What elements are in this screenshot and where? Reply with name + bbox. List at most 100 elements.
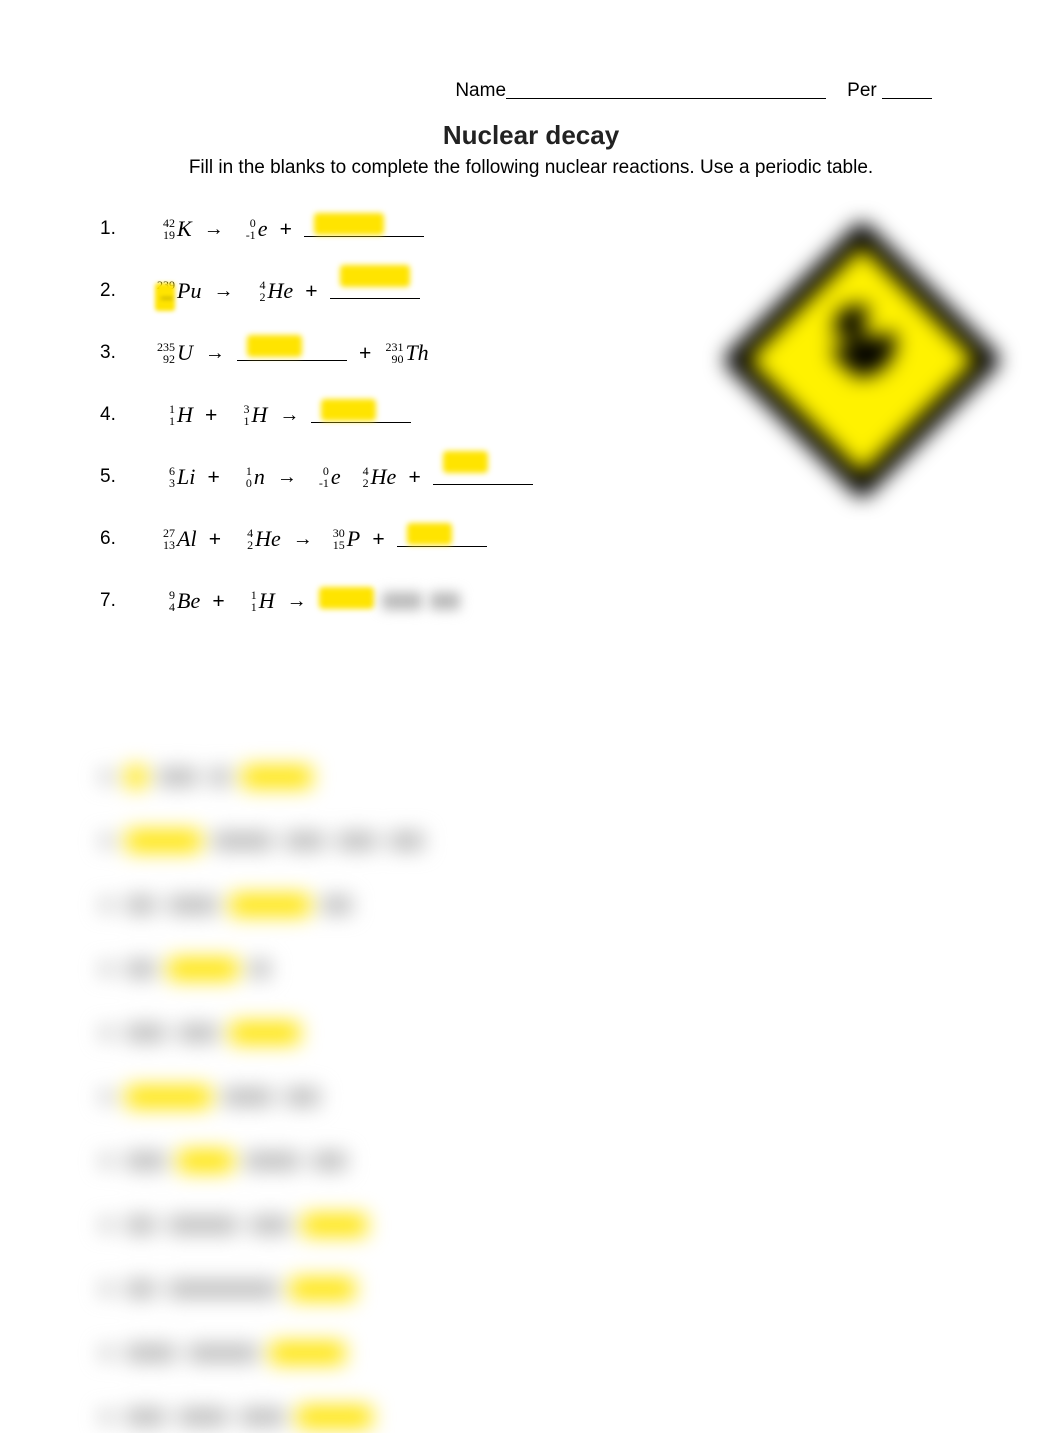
text-blur (285, 832, 325, 850)
isotope-Be: 94Be (155, 587, 200, 615)
text-blur (188, 1344, 258, 1362)
isotope-He: 42He (349, 463, 397, 491)
isotope-He: 42He (245, 277, 293, 305)
problem-number: 2. (100, 280, 155, 302)
highlight-answer (321, 399, 376, 421)
plus-sign: + (275, 216, 296, 242)
problem-number: 3. (100, 342, 155, 364)
highlight-answer (407, 523, 452, 545)
equation: 239—Pu→42He+ (155, 277, 420, 305)
highlight-answer (247, 335, 302, 357)
blurred-row (100, 953, 972, 985)
text-blur (100, 1410, 114, 1424)
equation: 63Li+10n→0-1e42He+ (155, 463, 533, 491)
text-blur (126, 960, 156, 978)
text-blur (100, 1154, 114, 1168)
page-subtitle: Fill in the blanks to complete the follo… (90, 157, 972, 179)
text-blur (250, 1216, 290, 1234)
text-blur (126, 1152, 166, 1170)
text-blur (100, 1218, 114, 1232)
plus-sign: + (201, 402, 222, 428)
problem-number: 6. (100, 528, 155, 550)
isotope-K: 4219K (155, 215, 192, 243)
blurred-row (100, 761, 972, 793)
text-blur (337, 832, 377, 850)
highlight-blur (242, 766, 312, 788)
highlight-blur (178, 1150, 233, 1172)
text-blur (126, 1024, 166, 1042)
isotope-Li: 63Li (155, 463, 195, 491)
text-blur (100, 770, 114, 784)
arrow-icon: → (289, 528, 317, 551)
isotope-H: 11H (237, 587, 275, 615)
equation: 4219K→0-1e+ (155, 215, 424, 243)
blurred-row (100, 1337, 972, 1369)
arrow-icon: → (209, 280, 237, 303)
plus-sign: + (205, 526, 226, 552)
text-blur (389, 832, 424, 850)
header-line: Name Per (90, 80, 972, 102)
problem-row: 7.94Be +11H → (100, 581, 972, 621)
highlight-answer (314, 213, 384, 235)
isotope-H: 11H (155, 401, 193, 429)
text-blur (213, 832, 273, 850)
highlight-blur (168, 958, 238, 980)
problem-number: 4. (100, 404, 155, 426)
isotope-H: 31H (229, 401, 267, 429)
text-blur (126, 1344, 176, 1362)
text-blur (100, 834, 114, 848)
text-blur (312, 1152, 347, 1170)
equation: 2713Al+42He→3015P+ (155, 525, 487, 553)
name-blank[interactable] (506, 83, 826, 99)
problem-number: 5. (100, 466, 155, 488)
blurred-row (100, 889, 972, 921)
text-blur (168, 1216, 238, 1234)
text-blur (100, 898, 114, 912)
highlight-blur (297, 1406, 372, 1428)
isotope-Al: 2713Al (155, 525, 197, 553)
isotope-Th: 23190Th (383, 339, 428, 367)
isotope-P: 3015P (325, 525, 360, 553)
text-blur (178, 1408, 228, 1426)
arrow-icon: → (275, 404, 303, 427)
blurred-row (100, 1145, 972, 1177)
highlight-answer (443, 451, 488, 473)
blurred-row (100, 1273, 972, 1305)
text-blur (250, 960, 270, 978)
arrow-icon: → (201, 342, 229, 365)
text-blur (168, 896, 218, 914)
problem-number: 7. (100, 590, 155, 612)
highlight-blur (290, 1278, 355, 1300)
highlight-blur (270, 1342, 345, 1364)
text-blur (210, 768, 230, 786)
text-blur (223, 1088, 273, 1106)
arrow-icon: → (273, 466, 301, 489)
page-title: Nuclear decay (90, 120, 972, 151)
plus-sign: + (404, 464, 425, 490)
per-blank[interactable] (882, 83, 932, 99)
text-blur (100, 962, 114, 976)
text-blur (158, 768, 198, 786)
highlight-blur (302, 1214, 367, 1236)
isotope-U: 23592U (155, 339, 193, 367)
blurred-problems (90, 761, 972, 1433)
text-blur (126, 1216, 156, 1234)
plus-sign: + (355, 340, 376, 366)
problem-number: 1. (100, 218, 155, 240)
text-blur (168, 1280, 278, 1298)
arrow-icon: → (283, 590, 311, 613)
plus-sign: + (368, 526, 389, 552)
text-blur (285, 1088, 320, 1106)
isotope-n: 10n (232, 463, 265, 491)
isotope-e: 0-1e (309, 463, 341, 491)
plus-sign: + (208, 588, 229, 614)
arrow-icon: → (200, 218, 228, 241)
isotope-Pu: 239—Pu (155, 277, 201, 305)
blurred-row (100, 825, 972, 857)
text-blur (126, 1280, 156, 1298)
blurred-row (100, 1401, 972, 1433)
text-blur (100, 1346, 114, 1360)
radioactive-hazard-icon (722, 220, 1002, 500)
highlight-blur (230, 894, 310, 916)
text-blur (240, 1408, 285, 1426)
